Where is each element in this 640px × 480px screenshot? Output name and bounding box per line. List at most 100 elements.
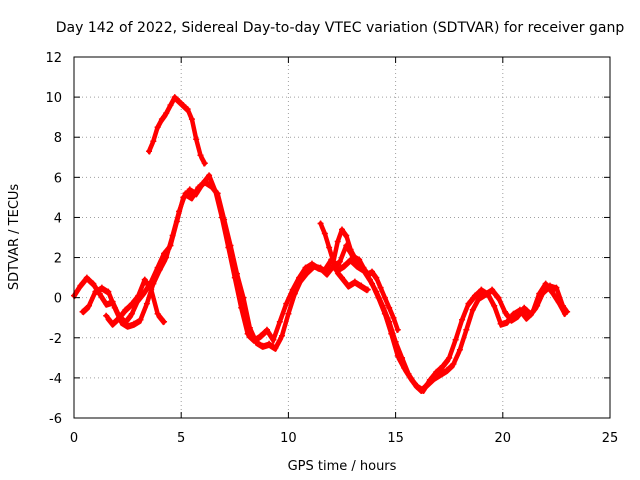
data-point [444, 366, 451, 373]
data-point [394, 352, 401, 359]
data-point [394, 326, 401, 333]
grid [74, 57, 610, 418]
data-point [257, 332, 264, 339]
data-point [150, 138, 157, 145]
data-point [452, 336, 459, 343]
data-point [167, 102, 174, 109]
data-point [214, 190, 221, 197]
data-point [221, 216, 228, 223]
series-trace-band-4 [319, 226, 399, 334]
data-point [92, 288, 99, 295]
data-point [176, 208, 183, 215]
x-tick-label: 20 [495, 431, 512, 446]
data-point [195, 184, 202, 191]
data-point [407, 374, 414, 381]
data-point [135, 292, 142, 299]
data-point [478, 286, 485, 293]
data-point [358, 282, 365, 289]
data-point [171, 94, 178, 101]
data-point [77, 282, 84, 289]
data-point [529, 308, 536, 315]
data-point [351, 278, 358, 285]
data-point [471, 292, 478, 299]
data-point [148, 286, 155, 293]
data-point [259, 342, 266, 349]
plot-frame [73, 56, 611, 419]
data-point [158, 116, 165, 123]
data-point [188, 194, 195, 201]
series-trace-2 [80, 179, 568, 393]
data-point [298, 276, 305, 283]
data-point [124, 322, 131, 329]
data-point [182, 190, 189, 197]
data-point [154, 124, 161, 131]
data-point [206, 172, 213, 179]
data-point [266, 340, 273, 347]
data-point [276, 318, 283, 325]
data-point [150, 280, 157, 287]
data-point [561, 310, 568, 317]
data-point [161, 318, 168, 325]
data-point [523, 314, 530, 321]
data-point [156, 266, 163, 273]
data-point [433, 368, 440, 375]
data-point [244, 330, 251, 337]
data-point [184, 106, 191, 113]
data-point [146, 148, 153, 155]
data-point [510, 310, 517, 317]
data-point [311, 262, 318, 269]
data-point [360, 264, 367, 271]
data-point [246, 324, 253, 331]
data-point [390, 314, 397, 321]
data-point [339, 226, 345, 233]
data-point [465, 300, 472, 307]
chart-title: Day 142 of 2022, Sidereal Day-to-day VTE… [56, 20, 625, 36]
data-point [163, 110, 170, 117]
data-point [341, 262, 348, 269]
data-point [491, 302, 498, 309]
data-point [143, 300, 150, 307]
data-point [253, 338, 260, 345]
data-point [501, 308, 508, 315]
x-tick-label: 0 [70, 431, 78, 446]
data-point [364, 270, 371, 277]
data-point [83, 274, 90, 281]
data-point [504, 318, 511, 325]
data-point [197, 152, 204, 159]
y-tick-label: -6 [49, 412, 62, 427]
data-point [459, 316, 466, 323]
data-point [141, 288, 148, 295]
data-point [278, 332, 285, 339]
data-point [103, 300, 110, 307]
axis-ticks: 0 5 10 15 20 25 -6 -4 -2 0 2 4 6 8 10 12 [45, 51, 618, 446]
y-tick-label: 2 [54, 252, 62, 267]
data-point [326, 244, 333, 251]
data-point [426, 376, 433, 383]
data-point [549, 288, 556, 295]
y-tick-label: -4 [49, 372, 62, 387]
y-axis-label: SDTVAR / TECUs [7, 184, 22, 291]
data-point [86, 302, 93, 309]
data-point [317, 220, 324, 227]
data-point [128, 310, 135, 317]
data-point [381, 310, 388, 317]
data-point [122, 306, 129, 313]
data-point [208, 182, 215, 189]
data-point [463, 326, 470, 333]
data-point [163, 254, 170, 261]
data-point [439, 362, 446, 369]
data-point [345, 282, 352, 289]
data-point [489, 286, 496, 293]
data-point [111, 304, 118, 311]
data-point [375, 294, 382, 301]
data-point [332, 266, 339, 273]
data-point [103, 312, 110, 319]
data-point [180, 102, 187, 109]
series-trace-band-5 [334, 271, 369, 294]
data-point [555, 298, 562, 305]
data-point [386, 304, 393, 311]
series-layer [71, 94, 571, 394]
data-point [317, 264, 324, 271]
data-point [169, 232, 176, 239]
